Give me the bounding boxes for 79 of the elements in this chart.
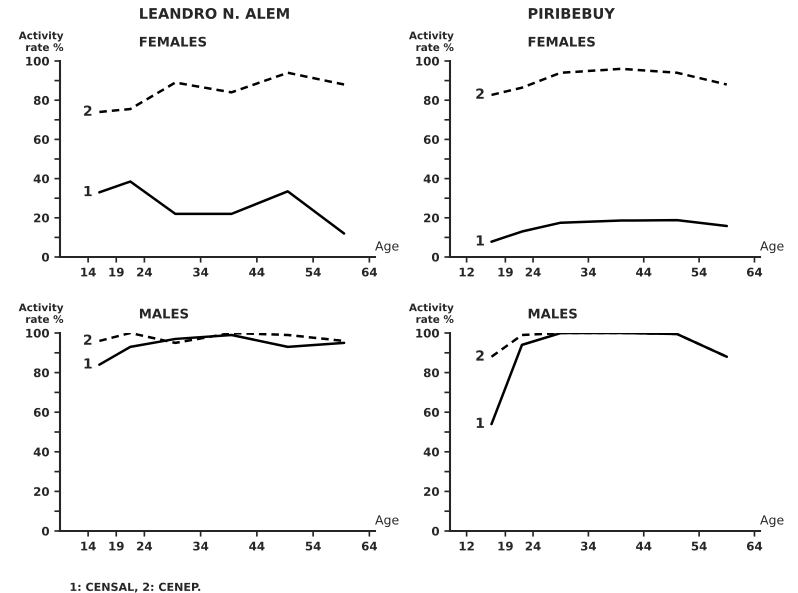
x-tick-label: 12 — [460, 542, 474, 550]
x-tick-label: 14 — [81, 268, 96, 276]
text: 1: CENSAL, 2: CENEP. — [70, 582, 200, 592]
x-tick-label: 64 — [746, 268, 762, 277]
y-tick-label: 20 — [34, 487, 50, 496]
y-axis-title: Activity rate % — [18, 303, 64, 324]
y-tick-label: 40 — [424, 448, 440, 456]
y-axis-title: Activity rate % — [408, 31, 454, 52]
line-series — [98, 72, 346, 114]
x-tick-label: 54 — [306, 268, 321, 277]
x-tick-label: 44 — [249, 542, 265, 550]
x-tick-label: 24 — [526, 542, 541, 550]
y-tick-label: 80 — [34, 368, 50, 378]
y-tick-label: 20 — [424, 487, 440, 496]
x-tick-label: 34 — [580, 542, 596, 551]
x-tick-label: 44 — [636, 268, 652, 276]
x-tick-label: 14 — [81, 542, 96, 550]
chart-title: LEANDRO N. ALEM — [140, 8, 289, 19]
series-label: 2 — [476, 88, 484, 99]
x-tick-label: 24 — [137, 542, 152, 550]
series-label: 1 — [476, 418, 484, 428]
chart-subtitle: FEMALES — [528, 36, 595, 47]
x-tick-label: 12 — [460, 268, 474, 276]
x-tick-label: 54 — [692, 268, 707, 277]
x-tick-label: 19 — [498, 542, 513, 551]
y-tick-label: 100 — [416, 56, 440, 66]
series-label: 2 — [84, 105, 92, 116]
y-tick-label: 20 — [424, 214, 440, 222]
y-axis-title: Activity rate % — [408, 303, 454, 324]
line-series — [98, 180, 346, 235]
y-tick-label: 20 — [34, 214, 50, 222]
chart-subtitle: MALES — [140, 308, 188, 319]
x-tick-label: 19 — [498, 268, 513, 277]
line-series — [490, 218, 728, 243]
y-tick-label: 80 — [424, 96, 440, 105]
x-axis-title: Age — [760, 515, 784, 528]
chart-subtitle: MALES — [528, 308, 577, 319]
y-tick-label: 0 — [42, 252, 50, 262]
x-tick-label: 64 — [362, 268, 378, 277]
y-tick-label: 100 — [26, 328, 50, 338]
x-tick-label: 64 — [362, 542, 378, 551]
y-axis-title: Activity rate % — [18, 31, 64, 52]
x-axis-title: Age — [375, 241, 399, 254]
y-tick-label: 60 — [424, 408, 440, 417]
series-label: 1 — [476, 235, 484, 246]
x-tick-label: 19 — [109, 268, 124, 277]
y-tick-label: 0 — [432, 526, 440, 536]
x-tick-label: 34 — [193, 268, 208, 277]
x-tick-label: 19 — [109, 542, 124, 551]
x-axis-title: Age — [760, 241, 784, 254]
x-tick-label: 54 — [306, 542, 321, 551]
x-tick-label: 64 — [746, 542, 762, 551]
y-tick-label: 60 — [424, 135, 440, 144]
x-tick-label: 44 — [636, 542, 652, 550]
series-label: 2 — [84, 334, 92, 345]
series-label: 1 — [84, 358, 92, 369]
x-tick-label: 24 — [137, 268, 152, 276]
y-tick-label: 100 — [26, 56, 50, 66]
x-tick-label: 24 — [526, 268, 541, 276]
y-tick-label: 40 — [34, 174, 50, 184]
y-tick-label: 0 — [432, 252, 440, 262]
y-tick-label: 40 — [424, 174, 440, 184]
x-axis-title: Age — [375, 515, 399, 528]
y-tick-label: 80 — [424, 368, 440, 378]
x-tick-label: 44 — [249, 268, 265, 276]
chart-subtitle: FEMALES — [140, 36, 206, 47]
y-tick-label: 60 — [34, 408, 50, 417]
x-tick-label: 34 — [193, 542, 208, 551]
series-label: 1 — [84, 186, 92, 196]
x-tick-label: 54 — [692, 542, 707, 551]
y-tick-label: 100 — [416, 328, 440, 338]
y-tick-label: 80 — [34, 96, 50, 105]
y-tick-label: 60 — [34, 135, 50, 144]
x-tick-label: 34 — [580, 268, 596, 277]
y-tick-label: 40 — [34, 448, 50, 456]
chart-title: PIRIBEBUY — [528, 8, 616, 19]
line-series — [490, 68, 728, 96]
series-label: 2 — [476, 350, 484, 361]
y-tick-label: 0 — [42, 526, 50, 536]
